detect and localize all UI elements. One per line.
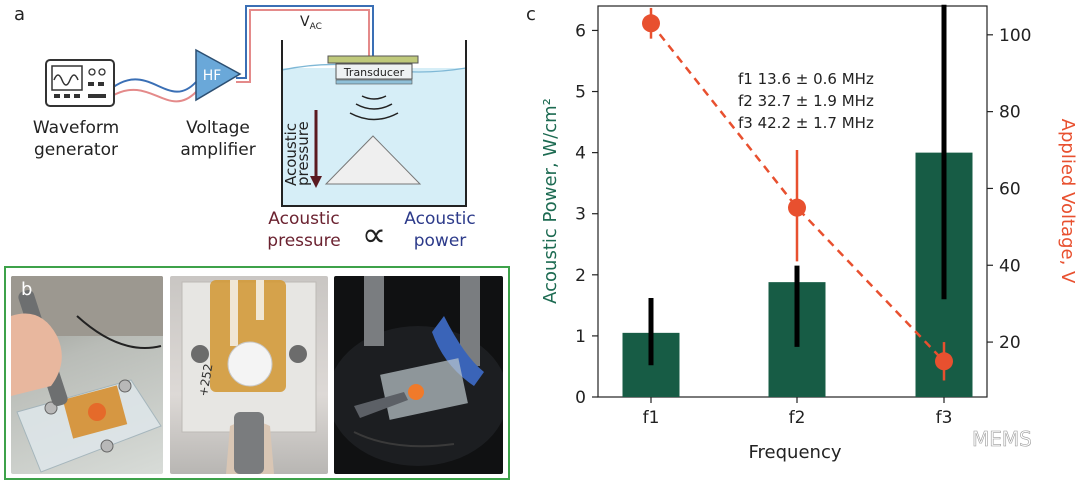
x-axis-label: Frequency [749, 442, 842, 463]
y-tick-label: 2 [575, 266, 586, 286]
y-tick-label: 4 [575, 144, 586, 164]
y2-tick-label: 40 [999, 256, 1021, 276]
relation-left-2: pressure [267, 231, 340, 251]
relation-left-1: Acoustic [268, 209, 339, 229]
wechat-icon [932, 424, 966, 451]
x-tick-label: f3 [936, 408, 953, 428]
annotation-f2: f2 32.7 ± 1.9 MHz [738, 92, 874, 110]
x-tick-label: f2 [789, 408, 806, 428]
transducer-body [335, 63, 413, 80]
y2-tick-label: 60 [999, 179, 1021, 199]
y-tick-label: 0 [575, 388, 586, 408]
y2-tick-label: 20 [999, 333, 1021, 353]
acoustic-cone [324, 135, 422, 185]
annotation-f1: f1 13.6 ± 0.6 MHz [738, 70, 874, 88]
hf-label: HF [203, 68, 222, 84]
voltage-point-f3 [935, 352, 953, 371]
y2-tick-label: 100 [999, 26, 1031, 46]
inner-pressure-label-1: Acoustic [282, 123, 300, 186]
voltage-point-f2 [788, 198, 806, 217]
photo-acrylic-chip: +252 [170, 276, 328, 474]
y-tick-label: 3 [575, 205, 586, 225]
transducer-base [335, 79, 413, 85]
relation-right-2: power [414, 231, 467, 251]
waveform-generator-icon [45, 59, 115, 107]
relation-right-1: Acoustic [404, 209, 475, 229]
vac-wire-pink [236, 9, 370, 83]
tank-outline [281, 40, 467, 207]
y-tick-label: 5 [575, 83, 586, 103]
vac-label: VAC [300, 14, 322, 32]
y-axis-label: Acoustic Power, W/cm² [540, 98, 561, 304]
watermark-text: MEMS [972, 427, 1032, 451]
panel-a: a VAC Waveform generator HF Voltage ampl… [14, 4, 476, 255]
amplifier-icon [195, 48, 242, 102]
panel-b-label: b [21, 280, 32, 300]
bar-error-bars [648, 4, 947, 366]
y2-tick-label: 80 [999, 103, 1021, 123]
transducer-top [327, 55, 419, 64]
pressure-arrow-icon [310, 110, 322, 188]
right-axis-ticks: 20 40 60 80 100 [987, 26, 1031, 353]
voltage-point-f1 [642, 14, 660, 33]
x-tick-label: f1 [643, 408, 660, 428]
voltage-label-1: Voltage [186, 118, 250, 138]
vac-wire-blue [236, 5, 374, 79]
waveform-label-2: generator [34, 140, 118, 160]
waveform-label-1: Waveform [33, 118, 119, 138]
annotation-f3: f3 42.2 ± 1.7 MHz [738, 114, 874, 132]
y-tick-label: 1 [575, 327, 586, 347]
sound-waves-icon [349, 95, 399, 121]
panel-c-label: c [526, 4, 536, 25]
panel-b-frame [4, 266, 510, 480]
photo-setup [334, 276, 503, 474]
panel-a-label: a [14, 4, 25, 25]
y2-axis-label: Applied Voltage, V [1057, 119, 1078, 284]
x-axis-ticks: f1 f2 f3 [643, 397, 953, 428]
photo-handheld-device: b [11, 276, 163, 474]
watermark: MEMS [932, 424, 1032, 451]
transducer-label: Transducer [343, 66, 405, 79]
cable-pink [111, 89, 197, 103]
voltage-label-2: amplifier [180, 140, 255, 160]
handwritten-note: +252 [196, 363, 216, 398]
y-tick-label: 6 [575, 21, 586, 41]
voltage-line [642, 7, 953, 381]
inner-pressure-label-2: pressure [294, 121, 312, 186]
left-axis-ticks: 0 1 2 3 4 5 6 [575, 21, 598, 408]
cable-blue [111, 78, 197, 93]
panel-c: c 0 1 2 3 4 5 6 20 40 60 80 100 f1 f2 f3 f1 13.6 ± 0… [526, 4, 1078, 463]
proportional-symbol: ∝ [362, 215, 386, 255]
